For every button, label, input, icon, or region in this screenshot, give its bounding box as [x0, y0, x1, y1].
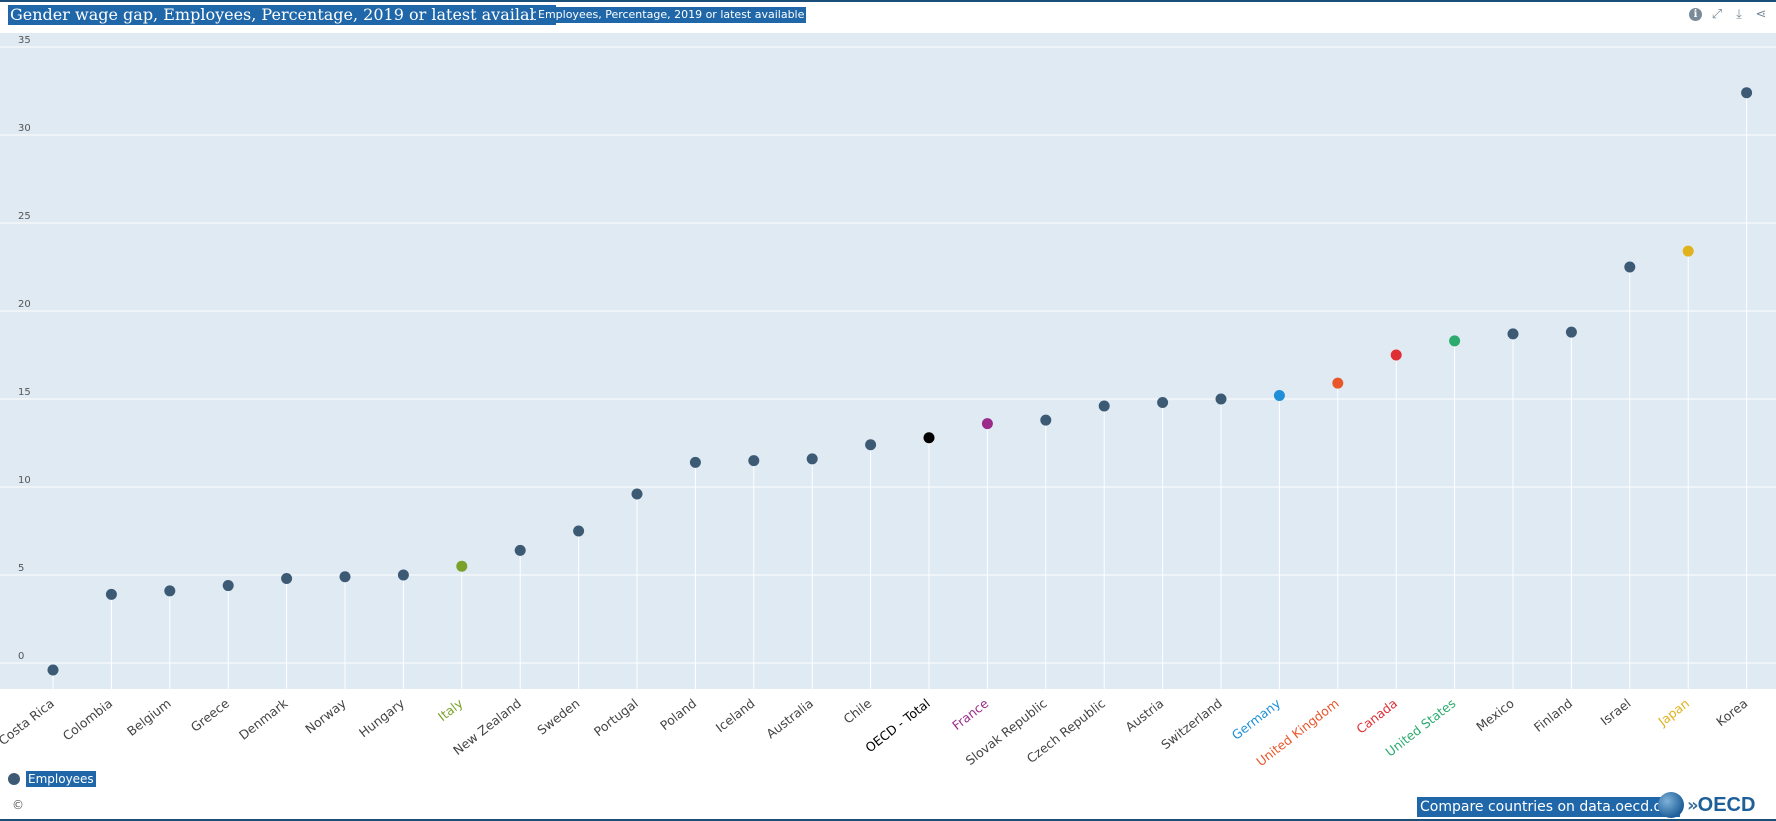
data-point[interactable]	[1157, 397, 1169, 409]
data-point[interactable]	[164, 585, 176, 597]
y-tick-label: 15	[18, 387, 31, 398]
data-point[interactable]	[1332, 377, 1344, 389]
x-tick-label[interactable]: Japan	[1655, 696, 1693, 730]
x-tick-label[interactable]: Belgium	[124, 696, 174, 739]
data-point[interactable]	[1624, 261, 1636, 273]
data-point[interactable]	[222, 580, 234, 592]
data-point[interactable]	[806, 453, 818, 465]
y-tick-label: 25	[18, 211, 31, 222]
download-icon[interactable]: ⤓	[1736, 7, 1742, 22]
x-tick-label[interactable]: Germany	[1229, 695, 1284, 743]
chevron-icon: »	[1687, 794, 1698, 816]
x-tick-label[interactable]: Israel	[1597, 696, 1633, 729]
data-point[interactable]	[923, 432, 935, 444]
bottom-border	[0, 819, 1776, 821]
data-point[interactable]	[514, 544, 526, 556]
x-tick-label[interactable]: Norway	[302, 695, 349, 736]
data-point[interactable]	[748, 455, 760, 467]
data-point[interactable]	[1741, 87, 1753, 99]
data-point[interactable]	[865, 439, 877, 451]
y-tick-label: 5	[18, 563, 24, 574]
data-point[interactable]	[47, 664, 59, 676]
oecd-logo[interactable]: » OECD	[1658, 792, 1755, 818]
x-tick-label[interactable]: Australia	[763, 696, 816, 742]
y-tick-label: 20	[18, 299, 31, 310]
data-point[interactable]	[397, 569, 409, 581]
x-tick-label[interactable]: Switzerland	[1158, 696, 1225, 753]
data-point[interactable]	[573, 525, 585, 537]
x-tick-label[interactable]: Greece	[188, 695, 233, 734]
x-tick-label[interactable]: Korea	[1713, 696, 1750, 730]
x-tick-label[interactable]: Chile	[841, 695, 875, 726]
x-tick-label[interactable]: Iceland	[713, 696, 758, 736]
data-point[interactable]	[1215, 393, 1227, 405]
info-icon[interactable]: i	[1689, 8, 1702, 21]
oecd-logo-text: OECD	[1697, 793, 1756, 816]
x-tick-label[interactable]: Austria	[1122, 696, 1166, 735]
x-tick-label[interactable]: France	[949, 695, 991, 733]
x-tick-label[interactable]: Sweden	[534, 696, 582, 738]
y-tick-label: 35	[18, 35, 31, 46]
y-tick-label: 0	[18, 651, 24, 662]
data-point[interactable]	[1565, 326, 1577, 338]
top-border	[0, 0, 1776, 2]
fullscreen-icon[interactable]: ⤢	[1711, 7, 1723, 22]
data-point[interactable]	[1040, 414, 1052, 426]
x-tick-label[interactable]: Portugal	[591, 696, 641, 740]
data-point[interactable]	[1682, 245, 1694, 257]
legend-marker	[8, 773, 20, 785]
legend-label: Employees	[26, 771, 96, 787]
share-icon[interactable]: ⋖	[1755, 7, 1767, 22]
x-tick-label[interactable]: Finland	[1531, 696, 1575, 735]
x-tick-label[interactable]: Poland	[657, 696, 699, 734]
data-point[interactable]	[105, 588, 117, 600]
data-point[interactable]	[631, 488, 643, 500]
x-tick-label[interactable]: Denmark	[236, 695, 291, 743]
data-point[interactable]	[339, 571, 351, 583]
x-tick-label[interactable]: Mexico	[1473, 696, 1517, 735]
data-point[interactable]	[1507, 328, 1519, 340]
copyright[interactable]: ©	[12, 798, 24, 812]
data-point[interactable]	[1273, 389, 1285, 401]
data-point[interactable]	[981, 418, 993, 430]
chart-toolbar: i ⤢ ⤓ ⋖	[1689, 8, 1768, 22]
x-tick-label[interactable]: OECD - Total	[862, 696, 933, 756]
x-tick-label[interactable]: Italy	[435, 695, 466, 724]
data-point[interactable]	[281, 573, 293, 585]
data-point[interactable]	[1449, 335, 1461, 347]
data-point[interactable]	[1390, 349, 1402, 361]
data-point[interactable]	[456, 560, 468, 572]
data-point[interactable]	[1098, 400, 1110, 412]
legend[interactable]: Employees	[8, 771, 96, 787]
chart-subtitle: Employees, Percentage, 2019 or latest av…	[536, 7, 807, 23]
chart-area: 0 5 10 15 20 25 30 35 Costa Rica Colombia Belgium G…	[0, 33, 1776, 769]
compare-countries-link[interactable]: Compare countries on data.oecd.org	[1417, 797, 1680, 817]
plot-background	[0, 33, 1776, 689]
chart-title: Gender wage gap, Employees, Percentage, …	[8, 5, 557, 25]
y-tick-label: 10	[18, 475, 31, 486]
data-point[interactable]	[689, 456, 701, 468]
x-tick-label[interactable]: Hungary	[356, 695, 408, 740]
x-tick-label[interactable]: Costa Rica	[0, 696, 57, 749]
y-tick-label: 30	[18, 123, 31, 134]
x-tick-label[interactable]: Canada	[1353, 696, 1400, 737]
globe-icon	[1658, 792, 1684, 818]
x-tick-label[interactable]: Colombia	[60, 696, 116, 744]
